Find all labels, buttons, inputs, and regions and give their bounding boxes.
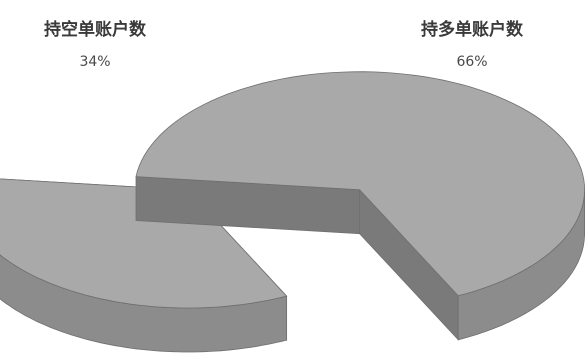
slice-percent-short: 34% [79,54,110,70]
slice-label-group-short: 持空单账户数 34% [44,19,147,70]
slice-label-short: 持空单账户数 [44,19,147,40]
pie-slice-0 [0,178,288,309]
slices-layer [0,71,586,353]
slice-percent-long: 66% [456,54,487,70]
pie-slice-1 [135,71,586,297]
slice-label-long: 持多单账户数 [421,19,524,40]
slice-label-group-long: 持多单账户数 66% [421,19,524,70]
